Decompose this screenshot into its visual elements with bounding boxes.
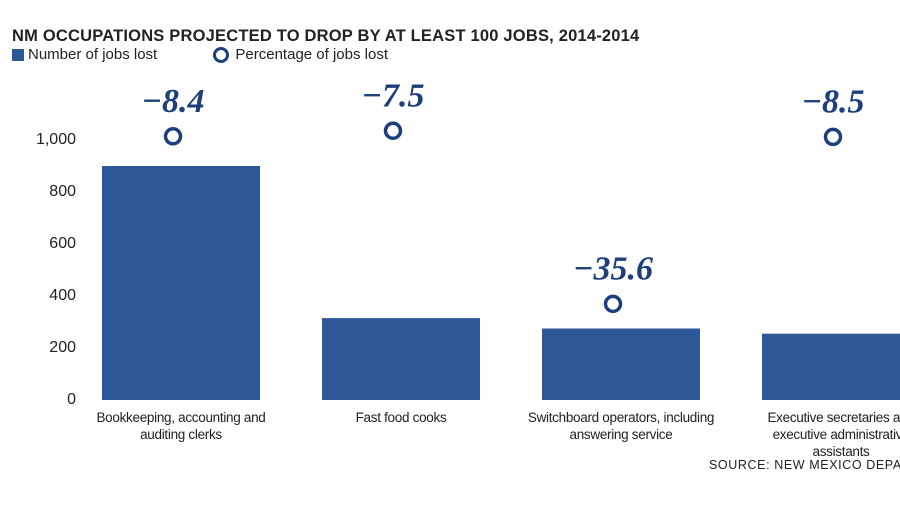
legend-label: Percentage of jobs lost <box>235 46 388 63</box>
legend-swatch <box>12 49 24 62</box>
y-tick-label: 1,000 <box>36 131 76 148</box>
percent-label: −7.5 <box>361 78 424 115</box>
x-tick-label: Fast food cooks <box>355 410 447 425</box>
percent-label: −35.6 <box>573 251 653 288</box>
bar <box>762 333 900 400</box>
y-tick-label: 400 <box>49 287 76 304</box>
legend: Number of jobs lost Percentage of jobs l… <box>12 46 388 64</box>
x-tick-label: Switchboard operators, including answeri… <box>527 410 715 442</box>
bar <box>102 166 260 400</box>
x-tick-label: Executive secretaries and executive admi… <box>767 410 900 459</box>
bar <box>542 328 700 400</box>
legend-label: Number of jobs lost <box>28 46 158 63</box>
y-tick-label: 0 <box>67 391 76 408</box>
legend-swatch <box>213 47 230 64</box>
y-tick-label: 600 <box>49 235 76 252</box>
chart-title: NM OCCUPATIONS PROJECTED TO DROP BY AT L… <box>12 27 640 45</box>
source-note: SOURCE: NEW MEXICO DEPARTMENT OF WORKFOR… <box>709 458 900 472</box>
bar <box>322 318 480 400</box>
percent-label: −8.5 <box>801 84 864 121</box>
percent-marker <box>823 127 843 147</box>
y-tick-label: 200 <box>49 339 76 356</box>
percent-marker <box>163 127 183 146</box>
percent-label: −8.4 <box>141 83 204 120</box>
y-tick-label: 800 <box>49 183 76 200</box>
x-tick-label: Bookkeeping, accounting and auditing cle… <box>96 410 266 442</box>
percent-marker <box>603 294 623 314</box>
percent-marker <box>383 121 403 141</box>
